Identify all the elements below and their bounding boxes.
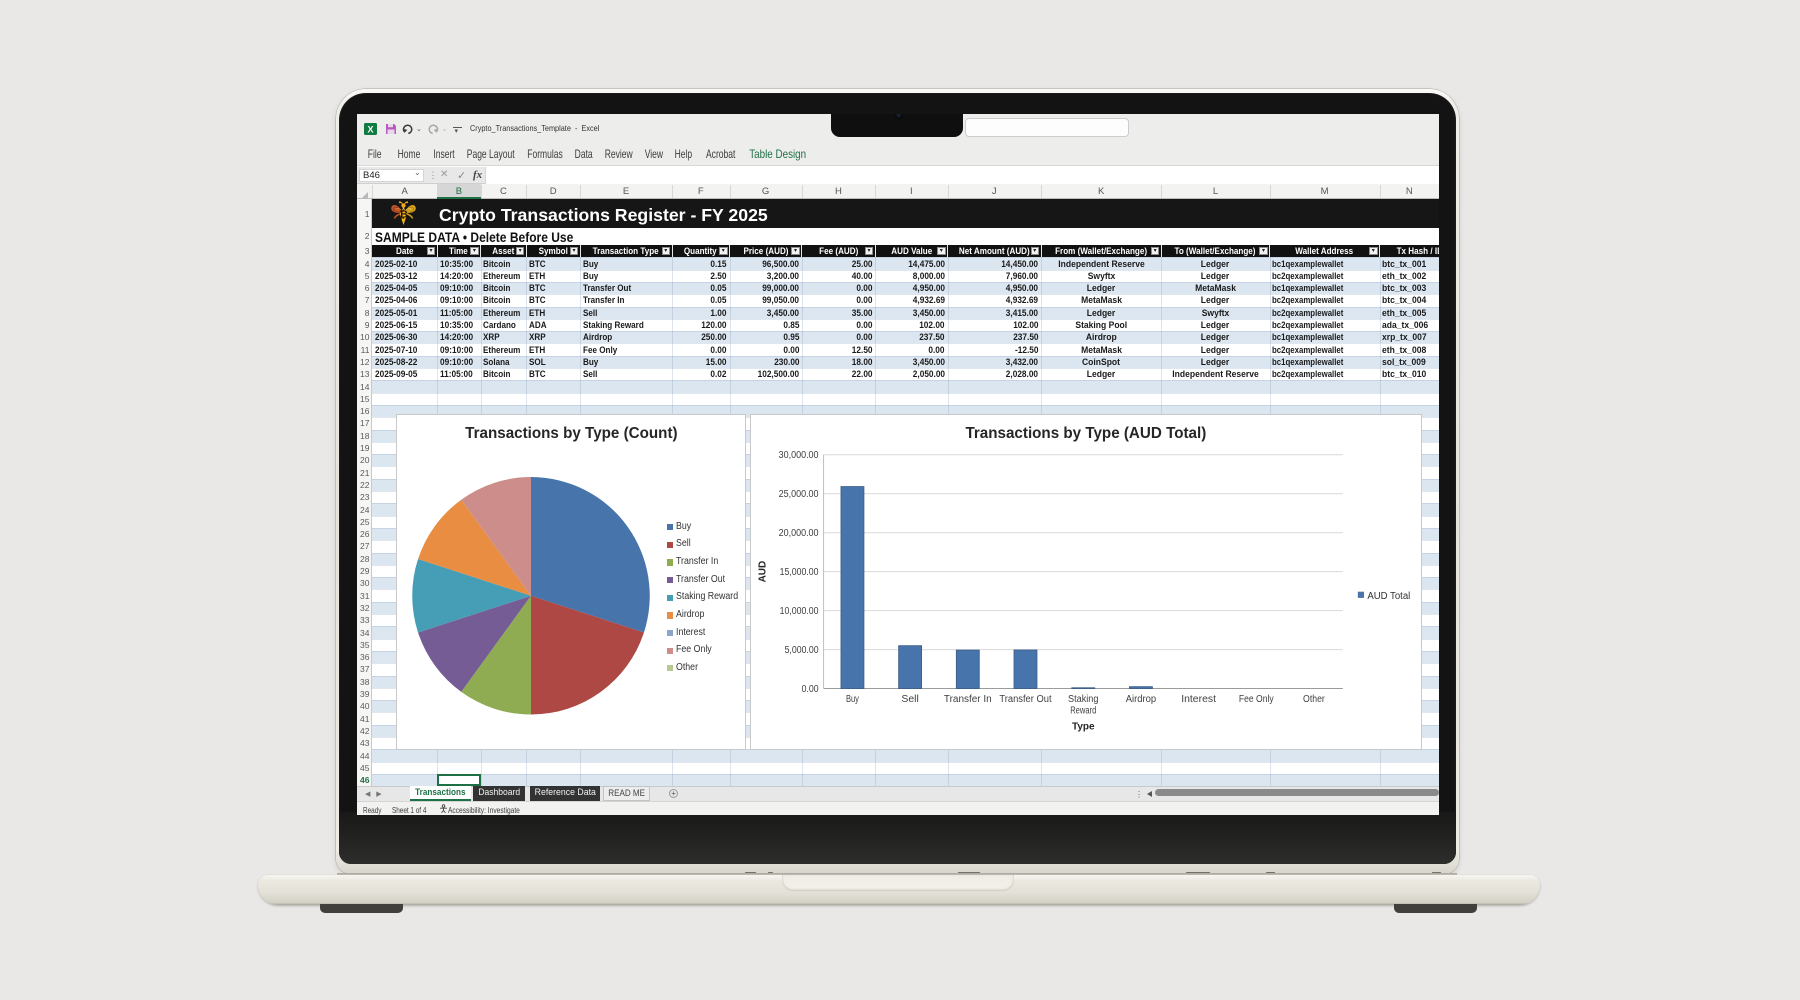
svg-text:AUD Total: AUD Total — [1368, 591, 1411, 602]
svg-text:10,000.00: 10,000.00 — [780, 607, 819, 618]
svg-text:Interest: Interest — [1182, 695, 1217, 706]
svg-text:Buy: Buy — [846, 695, 859, 706]
svg-text:Reward: Reward — [1071, 706, 1097, 717]
svg-text:Other: Other — [1303, 695, 1325, 706]
svg-text:Type: Type — [1072, 722, 1095, 733]
svg-text:Transfer In: Transfer In — [944, 695, 992, 706]
svg-text:X: X — [367, 124, 373, 134]
svg-text:30,000.00: 30,000.00 — [779, 451, 819, 462]
svg-text:Fee Only: Fee Only — [1239, 695, 1274, 706]
svg-text:0.00: 0.00 — [802, 685, 819, 696]
svg-text:Transfer Out: Transfer Out — [1000, 695, 1052, 706]
svg-text:20,000.00: 20,000.00 — [779, 529, 819, 540]
svg-text:5,000.00: 5,000.00 — [785, 646, 819, 657]
svg-text:15,000.00: 15,000.00 — [780, 568, 819, 579]
svg-text:AUD: AUD — [758, 561, 769, 583]
svg-text:Sell: Sell — [902, 695, 919, 706]
svg-text:Staking: Staking — [1068, 695, 1098, 706]
svg-text:₿: ₿ — [399, 209, 408, 221]
svg-text:25,000.00: 25,000.00 — [779, 490, 819, 501]
svg-text:Airdrop: Airdrop — [1126, 695, 1157, 706]
